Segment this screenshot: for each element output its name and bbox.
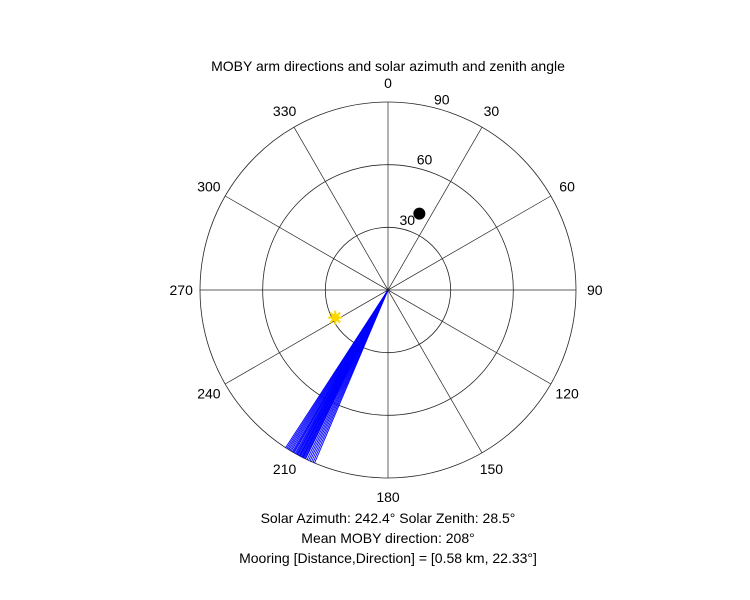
sun-marker — [328, 310, 343, 325]
mooring-marker — [413, 207, 426, 220]
sun-core — [331, 313, 340, 322]
solar-info-text: Solar Azimuth: 242.4° Solar Zenith: 28.5… — [261, 510, 516, 526]
angle-tick-label: 240 — [197, 385, 221, 401]
angle-tick-label: 270 — [170, 282, 194, 298]
angle-tick-label: 150 — [480, 461, 504, 477]
ring-30 — [324, 226, 452, 354]
data-series — [285, 207, 426, 464]
mean-direction-text: Mean MOBY direction: 208° — [301, 530, 474, 546]
angle-tick-label: 180 — [376, 489, 400, 505]
radial-tick-label: 90 — [434, 91, 450, 107]
angle-tick-label: 60 — [559, 179, 575, 195]
tick-labels: 0 30 60 90 120 150 180 210 240 270 300 330 30 60 90 — [170, 75, 603, 505]
angle-tick-label: 300 — [197, 179, 221, 195]
mooring-info-text: Mooring [Distance,Direction] = [0.58 km,… — [239, 550, 537, 566]
angle-tick-label: 30 — [484, 103, 500, 119]
moby-arm-line — [285, 289, 389, 448]
angle-tick-label: 90 — [587, 282, 603, 298]
chart-title: MOBY arm directions and solar azimuth an… — [211, 58, 565, 74]
angle-tick-label: 120 — [555, 385, 579, 401]
radial-tick-label: 30 — [399, 212, 415, 228]
angle-tick-label: 210 — [273, 461, 297, 477]
ring-60 — [262, 164, 514, 416]
ring-90 — [199, 101, 577, 479]
radial-tick-label: 60 — [417, 152, 433, 168]
angle-tick-label: 330 — [273, 103, 297, 119]
angle-tick-label: 0 — [384, 75, 392, 91]
